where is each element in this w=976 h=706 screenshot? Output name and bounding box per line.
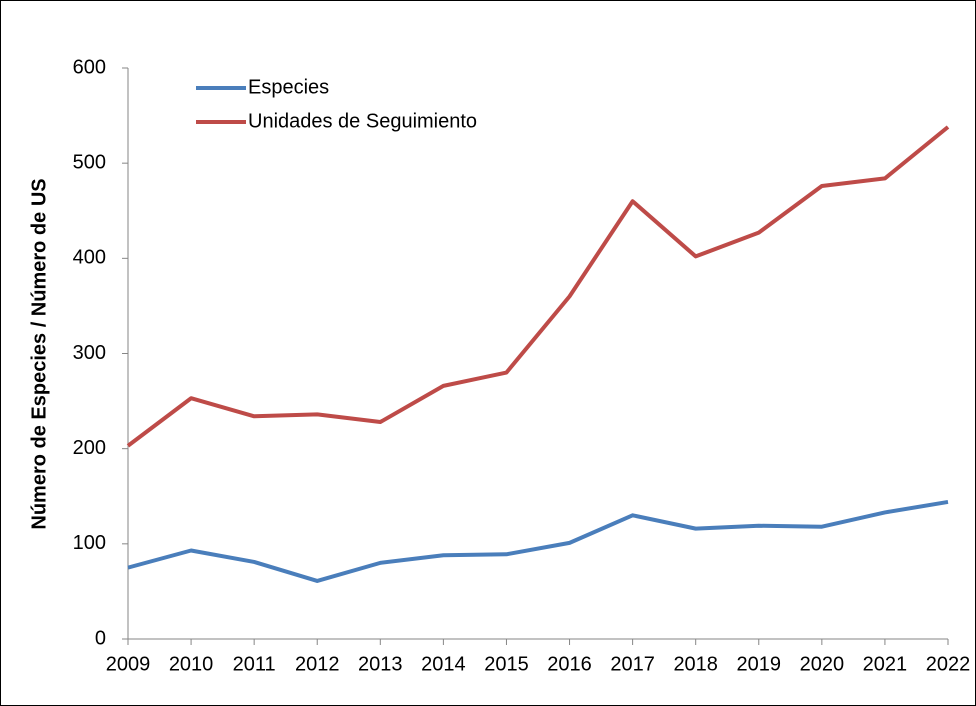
series-line	[126, 125, 950, 448]
x-tick-label: 2020	[800, 653, 845, 675]
x-tick-label: 2010	[169, 653, 214, 675]
x-tick-label: 2014	[421, 653, 466, 675]
x-tick-label: 2021	[863, 653, 908, 675]
x-tick-label: 2018	[673, 653, 718, 675]
legend-label: Unidades de Seguimiento	[248, 110, 477, 132]
y-axis-label: Número de Especies / Número de US	[28, 178, 50, 529]
y-tick-label: 0	[95, 627, 106, 649]
y-tick-label: 100	[73, 532, 106, 554]
y-tick-label: 600	[73, 56, 106, 78]
y-tick-label: 300	[73, 342, 106, 364]
x-tick-label: 2013	[358, 653, 403, 675]
x-tick-label: 2017	[610, 653, 655, 675]
x-tick-label: 2016	[547, 653, 592, 675]
y-tick-label: 500	[73, 151, 106, 173]
x-tick-label: 2011	[233, 653, 276, 675]
x-tick-label: 2019	[737, 653, 782, 675]
legend-label: Especies	[248, 76, 329, 98]
y-tick-label: 200	[73, 437, 106, 459]
x-tick-label: 2015	[484, 653, 529, 675]
x-tick-label: 2012	[295, 653, 340, 675]
series-line	[127, 499, 949, 583]
x-tick-label: 2022	[926, 653, 971, 675]
y-tick-label: 400	[73, 247, 106, 269]
x-tick-label: 2009	[106, 653, 151, 675]
